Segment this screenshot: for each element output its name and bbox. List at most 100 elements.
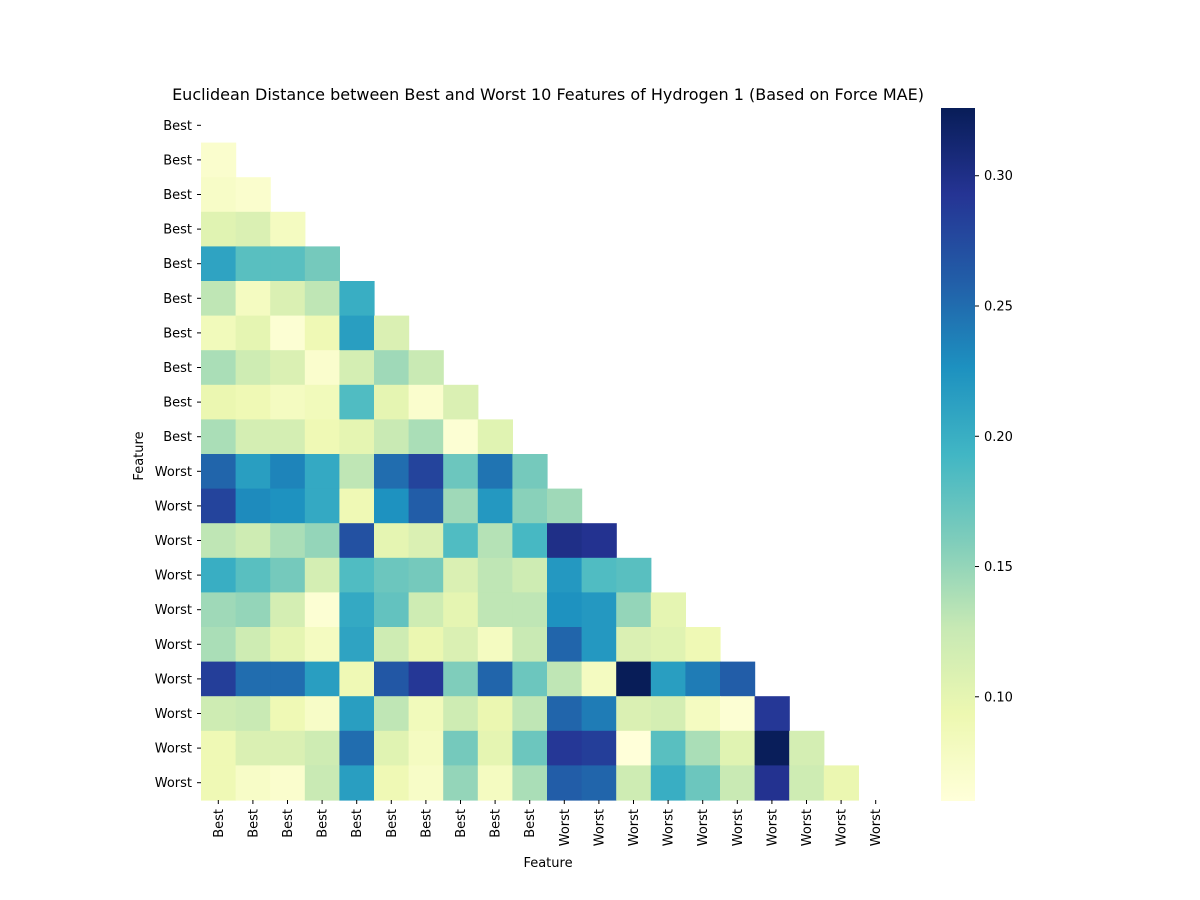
heatmap-cell — [512, 765, 548, 801]
row-tick-label: Best — [163, 119, 192, 134]
heatmap-cell — [547, 661, 583, 697]
heatmap-cell — [201, 142, 237, 178]
heatmap-cell — [201, 281, 237, 317]
heatmap-cell — [235, 350, 271, 386]
col-tick-label: Worst — [627, 809, 642, 846]
colorbar-tick-label: 0.15 — [984, 560, 1013, 575]
heatmap-cell — [235, 211, 271, 247]
heatmap-cell — [339, 557, 375, 593]
heatmap-cell — [443, 661, 479, 697]
heatmap-cell — [408, 419, 444, 455]
heatmap-cell — [408, 384, 444, 420]
heatmap-cell — [477, 730, 513, 766]
heatmap-cell — [201, 488, 237, 524]
col-tick-label: Worst — [835, 809, 850, 846]
heatmap-cell — [581, 765, 617, 801]
row-tick-label: Worst — [155, 603, 192, 618]
heatmap-cell — [235, 730, 271, 766]
heatmap-cell — [339, 592, 375, 628]
heatmap-cell — [616, 730, 652, 766]
heatmap-cell — [685, 627, 721, 663]
heatmap-cell — [270, 419, 306, 455]
heatmap-cell — [650, 627, 686, 663]
row-tick-label: Best — [163, 396, 192, 411]
heatmap-cell — [512, 454, 548, 490]
heatmap-cell — [235, 419, 271, 455]
heatmap-cell — [547, 730, 583, 766]
heatmap-cell — [547, 592, 583, 628]
heatmap-cell — [201, 177, 237, 213]
col-tick-label: Best — [316, 809, 331, 838]
col-tick-label: Worst — [869, 809, 884, 846]
heatmap-cell — [650, 765, 686, 801]
heatmap-cell — [443, 523, 479, 559]
heatmap-cell — [339, 419, 375, 455]
col-tick-label: Best — [246, 809, 261, 838]
heatmap-cell — [270, 696, 306, 732]
heatmap-cell — [374, 350, 410, 386]
heatmap-cell — [235, 592, 271, 628]
heatmap-cell — [408, 454, 444, 490]
heatmap-cell — [374, 661, 410, 697]
heatmap-cell — [443, 384, 479, 420]
heatmap-cell — [339, 350, 375, 386]
y-axis-label: Feature — [132, 431, 147, 480]
row-tick-label: Best — [163, 326, 192, 341]
heatmap-cell — [304, 765, 340, 801]
heatmap-cell — [408, 350, 444, 386]
heatmap-cell — [512, 730, 548, 766]
col-tick-label: Worst — [662, 809, 677, 846]
heatmap-cell — [374, 696, 410, 732]
row-tick-label: Best — [163, 257, 192, 272]
heatmap-cell — [270, 523, 306, 559]
heatmap-cell — [201, 765, 237, 801]
heatmap-cell — [408, 661, 444, 697]
heatmap-cell — [270, 730, 306, 766]
heatmap-cell — [443, 696, 479, 732]
col-tick-label: Worst — [592, 809, 607, 846]
heatmap-cell — [616, 592, 652, 628]
col-tick-label: Best — [212, 809, 227, 838]
heatmap-cell — [374, 730, 410, 766]
heatmap-cell — [408, 557, 444, 593]
heatmap-cell — [201, 661, 237, 697]
heatmap-cell — [720, 696, 756, 732]
heatmap-cell — [581, 592, 617, 628]
row-tick-labels: Best Best Best Best Best Best Best Best Best Best… — [155, 119, 201, 791]
heatmap-cell — [235, 246, 271, 282]
colorbar-tick-label: 0.25 — [984, 300, 1013, 315]
heatmap-cell — [374, 419, 410, 455]
heatmap-cell — [547, 696, 583, 732]
heatmap-cell — [477, 454, 513, 490]
heatmap-cell — [685, 730, 721, 766]
heatmap-cell — [547, 557, 583, 593]
chart-title: Euclidean Distance between Best and Wors… — [172, 85, 924, 104]
col-tick-label: Worst — [558, 809, 573, 846]
heatmap-cell — [339, 281, 375, 317]
heatmap-cell — [547, 488, 583, 524]
heatmap-cell — [201, 523, 237, 559]
heatmap-cells — [201, 142, 859, 801]
heatmap-cell — [650, 592, 686, 628]
col-tick-label: Best — [281, 809, 296, 838]
heatmap-cell — [235, 627, 271, 663]
colorbar-tick-label: 0.30 — [984, 169, 1013, 184]
heatmap-cell — [789, 765, 825, 801]
col-tick-label: Best — [454, 809, 469, 838]
col-tick-labels: Best Best Best Best Best Best Best Best Best Best… — [212, 800, 884, 846]
col-tick-label: Best — [350, 809, 365, 838]
heatmap-cell — [720, 730, 756, 766]
heatmap-cell — [547, 627, 583, 663]
heatmap-cell — [374, 315, 410, 351]
heatmap-cell — [443, 454, 479, 490]
heatmap-cell — [581, 730, 617, 766]
heatmap-cell — [374, 557, 410, 593]
heatmap-cell — [270, 454, 306, 490]
col-tick-label: Best — [419, 809, 434, 838]
heatmap-cell — [477, 627, 513, 663]
heatmap-cell — [201, 730, 237, 766]
heatmap-cell — [235, 488, 271, 524]
col-tick-label: Worst — [696, 809, 711, 846]
heatmap-cell — [512, 557, 548, 593]
